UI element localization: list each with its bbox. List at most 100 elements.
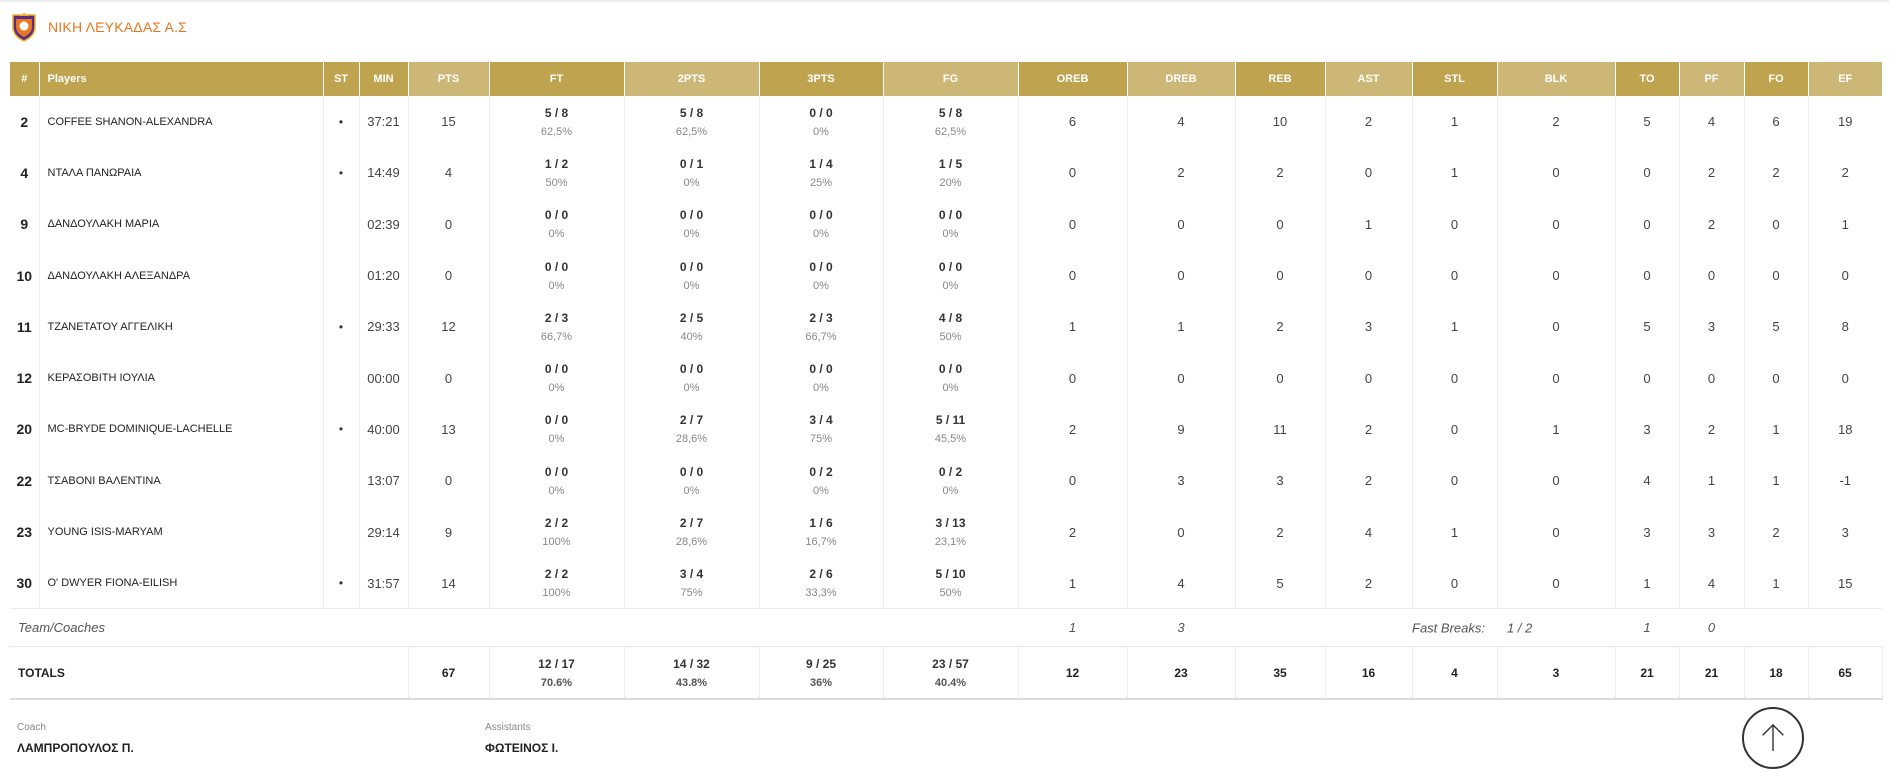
player-minutes: 14:49	[359, 147, 409, 199]
player-name[interactable]: ΚΕΡΑΣΟΒΙΤΗ ΙΟΥΛΙΑ	[39, 352, 324, 404]
2pts-percentage: 0%	[683, 484, 700, 497]
fg-percentage: 0%	[942, 228, 959, 241]
player-stl: 0	[1412, 352, 1498, 404]
team-dreb: 3	[1177, 620, 1185, 636]
player-points: 12	[408, 301, 490, 353]
player-points: 0	[408, 455, 490, 507]
2pts-made-attempted: 0 / 0	[679, 208, 704, 223]
assistants-label: Assistants	[485, 722, 531, 733]
player-dreb: 0	[1127, 198, 1236, 250]
col-header-reb: REB	[1235, 62, 1326, 96]
player-oreb: 1	[1018, 557, 1128, 609]
player-blk: 0	[1497, 455, 1616, 507]
player-pf: 4	[1679, 96, 1745, 148]
player-ast: 0	[1325, 352, 1413, 404]
player-ast: 2	[1325, 557, 1413, 609]
totals-2pts: 14 / 32 43.8%	[624, 646, 760, 699]
player-3pts: 0 / 2 0%	[759, 455, 884, 507]
starter-mark	[323, 249, 360, 302]
player-2pts: 3 / 4 75%	[624, 557, 760, 609]
starter-mark: •	[323, 557, 360, 609]
player-name[interactable]: COFFEE SHANON-ALEXANDRA	[39, 96, 324, 148]
3pts-made-attempted: 0 / 0	[809, 208, 833, 223]
player-number: 30	[10, 557, 40, 609]
player-ft: 0 / 0 0%	[489, 455, 625, 507]
player-pf: 2	[1679, 403, 1745, 456]
player-ef: 8	[1841, 319, 1849, 335]
3pts-made-attempted: 2 / 3	[809, 310, 833, 325]
player-oreb: 1	[1018, 301, 1128, 353]
player-minutes: 29:33	[359, 301, 409, 353]
player-reb: 3	[1235, 455, 1326, 507]
player-ast: 3	[1325, 301, 1413, 353]
player-stl: 0	[1412, 249, 1498, 302]
3pts-percentage: 66,7%	[805, 330, 837, 343]
2pts-percentage: 0%	[683, 382, 700, 395]
ft-made-attempted: 0 / 0	[544, 464, 569, 479]
player-name[interactable]: ΤΖΑΝΕΤΑΤΟΥ ΑΓΓΕΛΙΚΗ	[39, 301, 324, 353]
starter-mark: •	[323, 96, 360, 148]
player-3pts: 1 / 6 16,7%	[759, 506, 884, 558]
player-to: 5	[1615, 96, 1680, 148]
totals-fg: 23 / 57 40.4%	[883, 646, 1019, 699]
team-name[interactable]: ΝΙΚΗ ΛΕΥΚΑΔΑΣ Α.Σ	[48, 19, 188, 35]
player-minutes: 37:21	[359, 96, 409, 148]
player-ft: 2 / 3 66,7%	[489, 301, 625, 353]
player-blk: 0	[1497, 147, 1616, 199]
player-minutes: 40:00	[359, 403, 409, 456]
player-2pts: 0 / 0 0%	[624, 352, 760, 404]
player-ef: 0	[1841, 268, 1849, 284]
player-blk: 0	[1497, 198, 1616, 250]
player-to: 1	[1615, 557, 1680, 609]
fg-made-attempted: 0 / 2	[938, 464, 963, 479]
player-3pts: 2 / 6 33,3%	[759, 557, 884, 609]
player-name[interactable]: ΤΣΑΒΟΝΙ ΒΑΛΕΝΤΙΝΑ	[39, 455, 324, 507]
player-ast: 2	[1325, 96, 1413, 148]
player-ef: -1	[1839, 473, 1852, 489]
player-fo: 2	[1744, 147, 1809, 199]
player-ef: 19	[1838, 114, 1853, 130]
player-2pts: 5 / 8 62,5%	[624, 96, 760, 148]
ft-made-attempted: 0 / 0	[544, 259, 569, 274]
col-header-2pts: 2PTS	[624, 62, 760, 96]
player-fg: 0 / 0 0%	[883, 352, 1019, 404]
player-name[interactable]: O' DWYER FIONA-EILISH	[39, 557, 324, 609]
3pts-made-attempted: 3 / 4	[809, 413, 833, 428]
player-reb: 0	[1235, 249, 1326, 302]
player-number: 11	[10, 301, 40, 353]
scroll-to-top-button[interactable]	[1742, 707, 1804, 769]
player-ft: 0 / 0 0%	[489, 403, 625, 456]
player-reb: 2	[1235, 506, 1326, 558]
player-fo: 2	[1744, 506, 1809, 558]
col-header-players: Players	[39, 62, 324, 96]
starter-mark	[323, 198, 360, 250]
player-to: 3	[1615, 403, 1680, 456]
player-reb: 10	[1235, 96, 1326, 148]
3pts-percentage: 0%	[813, 125, 829, 138]
ft-percentage: 0%	[548, 433, 565, 446]
totals-pts: 67	[408, 646, 490, 699]
player-name[interactable]: MC-BRYDE DOMINIQUE-LACHELLE	[39, 403, 324, 456]
3pts-made-attempted: 1 / 6	[809, 516, 833, 531]
player-fo: 1	[1744, 557, 1809, 609]
2pts-made-attempted: 2 / 7	[679, 413, 704, 428]
player-name[interactable]: ΔΑΝΔΟΥΛΑΚΗ ΜΑΡΙΑ	[39, 198, 324, 250]
player-name[interactable]: YOUNG ISIS-MARYAM	[39, 506, 324, 558]
player-fg: 4 / 8 50%	[883, 301, 1019, 353]
starter-mark: •	[323, 147, 360, 199]
player-dreb: 4	[1127, 557, 1236, 609]
player-name[interactable]: ΔΑΝΔΟΥΛΑΚΗ ΑΛΕΞΑΝΔΡΑ	[39, 249, 324, 302]
player-name[interactable]: ΝΤΑΛΑ ΠΑΝΩΡΑΙΑ	[39, 147, 324, 199]
player-row: 11 ΤΖΑΝΕΤΑΤΟΥ ΑΓΓΕΛΙΚΗ • 29:33 12 2 / 3 66,7% 2…	[10, 301, 1882, 353]
ft-made-attempted: 0 / 0	[544, 413, 569, 428]
player-dreb: 0	[1127, 352, 1236, 404]
player-dreb: 0	[1127, 249, 1236, 302]
2pts-made-attempted: 5 / 8	[679, 105, 704, 120]
col-header-3pts: 3PTS	[759, 62, 884, 96]
ft-percentage: 62,5%	[540, 125, 573, 138]
player-pf: 4	[1679, 557, 1745, 609]
player-fg: 5 / 10 50%	[883, 557, 1019, 609]
player-pf: 2	[1679, 147, 1745, 199]
player-stl: 0	[1412, 198, 1498, 250]
